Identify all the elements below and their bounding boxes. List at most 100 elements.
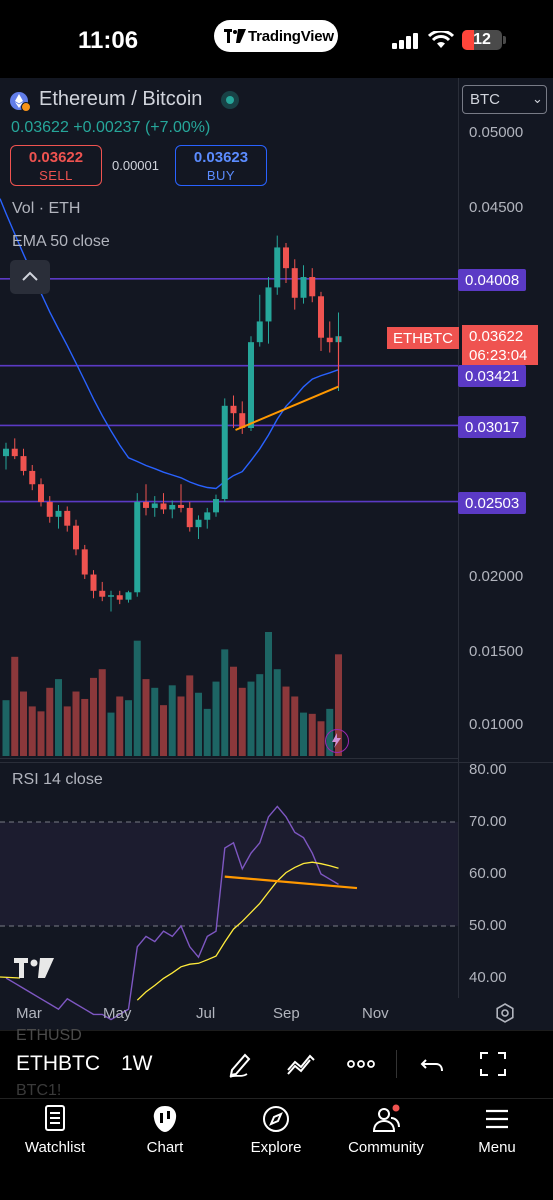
tab-watchlist[interactable]: Watchlist (0, 1102, 110, 1162)
volume-bar (291, 696, 299, 756)
previous-symbol[interactable]: ETHUSD (16, 1027, 82, 1044)
fullscreen-icon[interactable] (478, 1050, 508, 1078)
spread-value: 0.00001 (112, 158, 159, 173)
interval-select[interactable]: 1W (121, 1052, 153, 1075)
volume-bar (142, 679, 150, 756)
buy-button[interactable]: 0.03623 BUY (175, 145, 267, 186)
price-axis-label: 0.04500 (469, 199, 524, 216)
candle-body (221, 405, 228, 500)
rsi-indicator-label[interactable]: RSI 14 close (12, 771, 103, 788)
price-axis-label: 0.02000 (469, 568, 524, 585)
candle-body (11, 448, 18, 457)
trendline-price (235, 385, 339, 431)
candle-body (64, 510, 71, 526)
chart-toolbar (0, 1030, 553, 1098)
battery-icon: 12 (462, 30, 502, 50)
candle-body (151, 503, 158, 508)
candle-body (143, 502, 149, 508)
lightning-icon[interactable] (325, 729, 349, 753)
rsi-axis-label: 80.00 (469, 761, 507, 778)
wifi-icon (428, 31, 454, 48)
price-summary: 0.03622 +0.00237 (+7.00%) (11, 119, 210, 137)
price-axis-label: 0.05000 (469, 124, 524, 141)
candle-body (125, 592, 132, 600)
candle-body (81, 549, 88, 575)
menu-icon (486, 1109, 508, 1129)
current-price: 0.03622 (469, 328, 524, 345)
next-symbol[interactable]: BTC1! (16, 1082, 62, 1099)
volume-bar (37, 711, 45, 756)
level-tag[interactable]: 0.04008 (458, 269, 527, 291)
compass-icon (263, 1106, 289, 1132)
indicators-icon[interactable] (286, 1050, 316, 1078)
time-axis-label: Nov (362, 1005, 389, 1022)
currency-select[interactable]: BTC ⌄ (462, 85, 547, 114)
volume-bar (125, 700, 132, 756)
volume-bar (177, 696, 185, 756)
level-tag[interactable]: 0.03017 (458, 416, 527, 438)
candle-body (169, 504, 176, 510)
volume-bar (221, 649, 229, 756)
price-axis-border (458, 78, 459, 998)
level-tag[interactable]: 0.02503 (458, 492, 527, 514)
volume-bar (46, 687, 54, 756)
watchlist-icon (45, 1105, 65, 1131)
last-price: 0.03622 (11, 119, 69, 136)
battery-percent: 12 (473, 31, 491, 48)
volume-bar (90, 677, 97, 756)
sell-button[interactable]: 0.03622 SELL (10, 145, 102, 186)
candle-body (248, 342, 254, 428)
candle-body (108, 595, 114, 597)
candle-body (73, 525, 79, 550)
candle-body (90, 574, 97, 591)
undo-icon[interactable] (418, 1050, 448, 1078)
toolbar-symbol[interactable]: ETHBTC (16, 1052, 100, 1075)
candle-body (116, 595, 123, 600)
chart-area[interactable] (0, 78, 553, 1030)
candle-body (309, 277, 316, 297)
collapse-indicators-button[interactable] (10, 260, 50, 294)
ema-indicator-label[interactable]: EMA 50 close (12, 233, 110, 250)
volume-bar (2, 700, 10, 756)
volume-bar (300, 712, 307, 756)
volume-bar (107, 712, 115, 756)
market-open-dot (226, 96, 234, 104)
candle-body (20, 456, 27, 471)
volume-bar (168, 685, 176, 756)
candle-body (256, 321, 263, 343)
sell-price: 0.03622 (28, 149, 84, 166)
tradingview-pill[interactable]: TradingView (214, 20, 338, 52)
rsi-axis-label: 40.00 (469, 969, 507, 986)
more-dots-icon[interactable] (346, 1050, 376, 1078)
buy-price: 0.03623 (193, 149, 249, 166)
time-axis-label: Sep (273, 1005, 300, 1022)
tab-menu[interactable]: Menu (442, 1102, 552, 1162)
tab-community[interactable]: Community (331, 1102, 441, 1162)
market-open-indicator (221, 91, 239, 109)
time-axis-label: Jul (196, 1005, 216, 1022)
volume-bar (238, 687, 246, 756)
volume-bar (230, 666, 237, 756)
rsi-band (0, 822, 458, 926)
level-tag[interactable]: 0.03421 (458, 365, 527, 387)
settings-icon[interactable] (494, 1002, 516, 1024)
tab-chart[interactable]: Chart (110, 1102, 220, 1162)
cellular-signal-icon (392, 33, 418, 49)
tab-label: Watchlist (24, 1139, 86, 1156)
volume-bar (98, 669, 106, 756)
volume-indicator-label[interactable]: Vol · ETH (12, 200, 81, 217)
tab-label: Menu (478, 1139, 516, 1156)
candle-body (178, 504, 184, 508)
community-icon (372, 1104, 400, 1132)
price-axis-label: 0.01500 (469, 643, 524, 660)
tab-explore[interactable]: Explore (221, 1102, 331, 1162)
candle-body (318, 296, 324, 338)
candle-body (239, 413, 246, 428)
price-chart[interactable] (0, 78, 553, 1030)
rsi-axis-label: 70.00 (469, 813, 507, 830)
candle-body (274, 247, 281, 288)
drawing-pen-icon[interactable] (227, 1050, 257, 1078)
symbol-title[interactable]: Ethereum / Bitcoin (39, 88, 203, 110)
volume-bar (63, 706, 71, 756)
pane-divider (0, 758, 458, 759)
